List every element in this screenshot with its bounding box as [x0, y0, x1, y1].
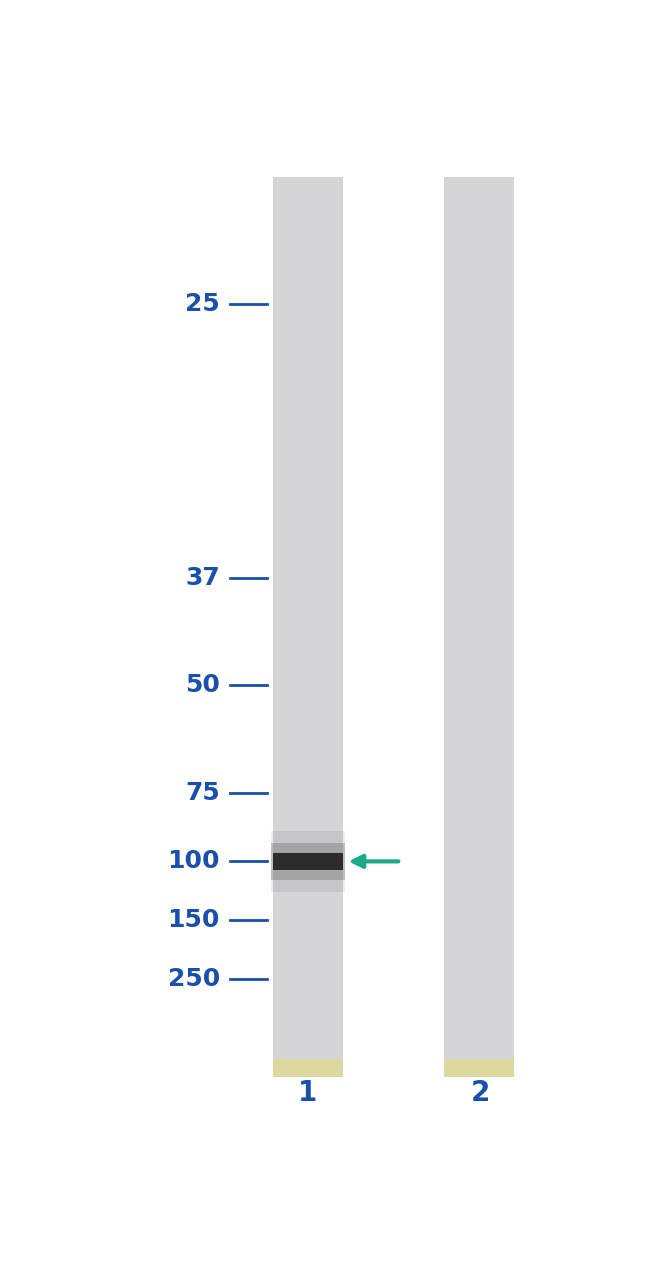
Bar — [271, 843, 345, 880]
Bar — [273, 177, 343, 1077]
Text: 75: 75 — [185, 781, 220, 805]
Text: 2: 2 — [471, 1080, 490, 1107]
Bar — [273, 852, 343, 870]
Bar — [444, 1059, 515, 1077]
Text: 100: 100 — [167, 850, 220, 874]
Text: 25: 25 — [185, 292, 220, 316]
Bar — [444, 177, 515, 1077]
Text: 250: 250 — [168, 966, 220, 991]
Bar — [271, 831, 345, 892]
Bar — [273, 1059, 343, 1077]
Text: 1: 1 — [298, 1080, 318, 1107]
Text: 50: 50 — [185, 673, 220, 697]
Text: 37: 37 — [185, 566, 220, 589]
Text: 150: 150 — [168, 908, 220, 932]
